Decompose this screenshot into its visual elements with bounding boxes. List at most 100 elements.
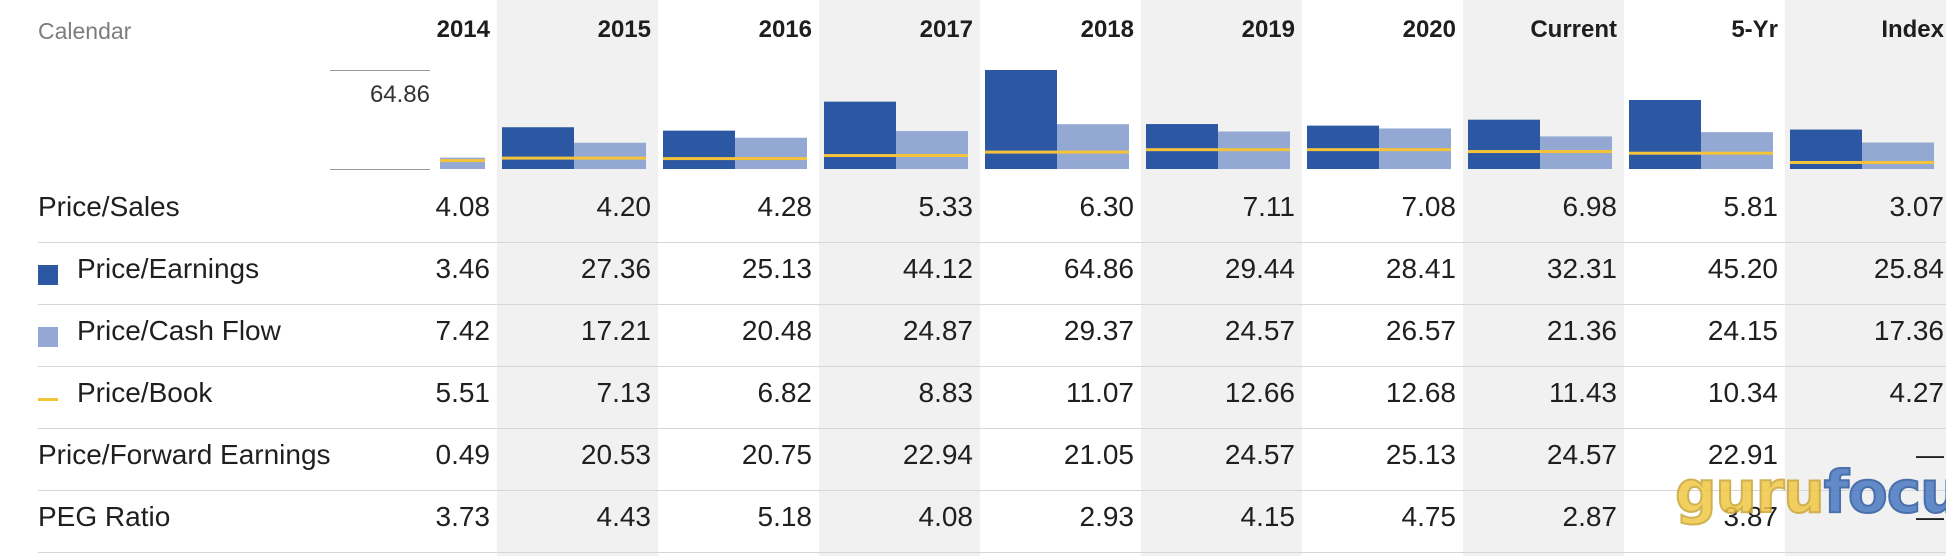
table-cell: 6.98	[1562, 191, 1618, 222]
pb-line-index	[1790, 160, 1934, 164]
table-cell: 0.49	[435, 439, 491, 470]
column-shade	[1785, 0, 1946, 556]
table-cell: 32.31	[1546, 253, 1617, 284]
table-cell: 17.36	[1873, 315, 1944, 346]
table-cell: 21.05	[1063, 439, 1134, 470]
table-cell: 24.57	[1224, 315, 1295, 346]
table-cell: 44.12	[902, 253, 973, 284]
table-cell: 20.53	[580, 439, 651, 470]
table-cell: 24.87	[902, 315, 973, 346]
column-header-2018: 2018	[1080, 16, 1134, 43]
table-cell: 25.84	[1873, 253, 1944, 284]
table-cell: 5.33	[918, 191, 974, 222]
pcf-bar-2017	[896, 131, 968, 169]
table-cell: 4.27	[1889, 377, 1945, 408]
price-cash-flow-legend-swatch	[38, 327, 58, 347]
row-label-price-book: Price/Book	[77, 377, 213, 408]
column-header-2014: 2014	[436, 16, 490, 43]
chart-baseline	[330, 169, 430, 170]
pcf-bar-index	[1862, 142, 1934, 169]
table-cell: 12.68	[1385, 377, 1456, 408]
pb-line-2017	[824, 154, 968, 158]
pe-bar-2015	[502, 127, 574, 169]
pe-bar-current	[1468, 119, 1540, 169]
table-cell: 21.36	[1546, 315, 1617, 346]
pcf-bar-2016	[735, 137, 807, 169]
pcf-bar-2018	[1057, 124, 1129, 169]
table-cell: 7.13	[596, 377, 652, 408]
table-cell: 3.46	[435, 253, 491, 284]
pb-line-2015	[502, 156, 646, 160]
row-label-price-forward-earnings: Price/Forward Earnings	[38, 439, 331, 470]
table-cell: 11.43	[1549, 377, 1617, 408]
chart-scale-max: 64.86	[369, 81, 430, 108]
valuation-bar-chart	[440, 70, 1934, 169]
price-book-legend-line	[38, 398, 58, 401]
pcf-bar-2015	[574, 142, 646, 169]
table-cell: 6.82	[757, 377, 813, 408]
pe-bar-2019	[1146, 124, 1218, 169]
table-cell: 25.13	[1385, 439, 1456, 470]
column-shade	[1463, 0, 1624, 556]
pe-bar-2017	[824, 101, 896, 169]
column-header-2020: 2020	[1402, 16, 1456, 43]
table-cell: 11.07	[1066, 377, 1134, 408]
row-label-price-cash-flow: Price/Cash Flow	[77, 315, 281, 346]
table-cell: 5.18	[757, 501, 813, 532]
table-cell: 27.36	[580, 253, 651, 284]
table-cell: 7.42	[435, 315, 491, 346]
table-cell: 17.21	[580, 315, 651, 346]
table-cell: 4.08	[435, 191, 491, 222]
table-cell: —	[1916, 439, 1944, 470]
calendar-label: Calendar	[38, 18, 132, 44]
pe-bar-2016	[663, 130, 735, 169]
table-cell: 29.44	[1224, 253, 1295, 284]
table-cell: 28.41	[1385, 253, 1456, 284]
table-cell: 2.87	[1562, 501, 1618, 532]
row-divider	[38, 490, 1946, 491]
table-cell: 6.30	[1079, 191, 1135, 222]
table-cell: 5.81	[1723, 191, 1779, 222]
table-cell: 4.20	[596, 191, 652, 222]
table-cell: 24.57	[1224, 439, 1295, 470]
table-cell: 2.93	[1079, 501, 1135, 532]
pb-line-2018	[985, 150, 1129, 154]
table-cell: 64.86	[1063, 253, 1134, 284]
table-cell: 7.08	[1401, 191, 1457, 222]
column-header-2017: 2017	[919, 16, 973, 43]
column-header-2015: 2015	[597, 16, 651, 43]
column-header-5-yr: 5-Yr	[1731, 16, 1778, 43]
price-earnings-legend-swatch	[38, 265, 58, 285]
pcf-bar-5-yr	[1701, 132, 1773, 169]
table-cell: 25.13	[741, 253, 812, 284]
pcf-bar-2014	[440, 157, 485, 169]
table-cell: 20.75	[741, 439, 812, 470]
table-cell: —	[1916, 501, 1944, 532]
table-cell: 3.73	[435, 501, 491, 532]
gurufocus-watermark: gurufocus	[1674, 457, 1946, 527]
table-cell: 24.15	[1707, 315, 1778, 346]
table-cell: 4.08	[918, 501, 974, 532]
table-cell: 20.48	[741, 315, 812, 346]
table-cell: 7.11	[1242, 191, 1295, 222]
column-header-current: Current	[1530, 16, 1617, 43]
column-shade	[497, 0, 658, 556]
table-cell: 4.43	[596, 501, 652, 532]
column-shade	[819, 0, 980, 556]
row-divider	[38, 304, 1946, 305]
pb-line-2019	[1146, 148, 1290, 152]
table-cell: 4.28	[757, 191, 813, 222]
table-cell: 26.57	[1385, 315, 1456, 346]
table-cell: 5.51	[435, 377, 491, 408]
pe-bar-5-yr	[1629, 100, 1701, 169]
pe-bar-2020	[1307, 125, 1379, 169]
table-cell: 4.75	[1401, 501, 1457, 532]
row-label-price-earnings: Price/Earnings	[77, 253, 260, 284]
table-cell: 22.91	[1707, 439, 1778, 470]
pb-line-2020	[1307, 148, 1451, 152]
pb-line-5-yr	[1629, 151, 1773, 155]
pe-bar-2018	[985, 70, 1057, 169]
table-cell: 3.87	[1723, 501, 1779, 532]
row-divider	[38, 366, 1946, 367]
